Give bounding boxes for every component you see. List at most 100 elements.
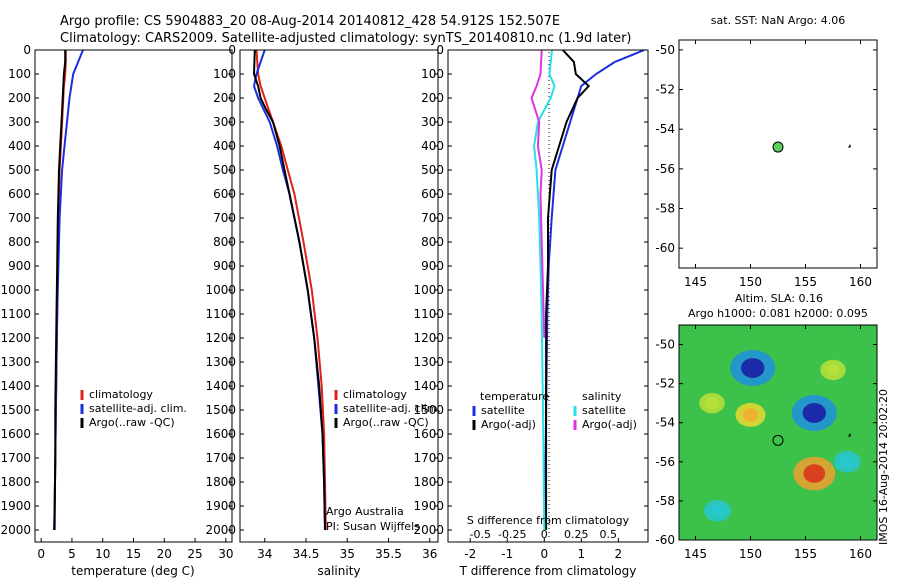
depth-tick-label: 900 [213,259,236,273]
depth-tick-label: 700 [421,211,444,225]
depth-tick-label: 400 [213,139,236,153]
lat-tick-label: -52 [655,83,675,97]
lon-tick-label: 150 [739,275,762,289]
s-tick-label: 0 [541,528,548,541]
depth-tick-label: 700 [213,211,236,225]
series-line-temperature-argo-adj- [545,50,591,530]
depth-tick-label: 1400 [0,379,31,393]
depth-tick-label: 1000 [413,283,444,297]
legend-temperature-title: temperature [480,390,549,403]
lon-tick-label: 160 [849,547,872,561]
lat-tick-label: -58 [655,202,675,216]
depth-tick-label: 800 [421,235,444,249]
s-tick-label: -0.25 [498,528,526,541]
depth-tick-label: 1100 [0,307,31,321]
s-tick-label: 0.5 [600,528,618,541]
t-difference-label: T difference from climatology [459,564,637,578]
depth-tick-label: 500 [213,163,236,177]
depth-tick-label: 1000 [0,283,31,297]
x-tick-label: 5 [68,547,76,561]
depth-tick-label: 0 [23,43,31,57]
lon-tick-label: 145 [684,547,707,561]
salinity-annotation-2: PI: Susan Wijffels [326,520,420,533]
x-tick-label: 36 [422,547,437,561]
salinity-annotation-1: Argo Australia [326,505,404,518]
depth-tick-label: 1300 [0,355,31,369]
s-tick-label: -0.5 [470,528,491,541]
legend-label: climatology [89,388,153,401]
altimetry-title-1: Altim. SLA: 0.16 [735,292,823,305]
x-tick-label: 35 [340,547,355,561]
sla-anomaly-core [840,455,855,468]
sst-map-frame [678,39,878,269]
depth-tick-label: 600 [421,187,444,201]
depth-tick-label: 900 [421,259,444,273]
depth-tick-label: 1600 [413,427,444,441]
heatmap-frame [678,324,878,541]
depth-tick-label: 1800 [205,475,236,489]
legend-label: Argo(..raw -QC) [89,416,175,429]
salinity-panel: 0 100 200 300 400 500 600 700 800 900 1000 1100 1200… [205,43,440,578]
lat-tick-label: -52 [655,377,675,391]
temperature-xlabel: temperature (deg C) [71,564,194,578]
depth-tick-label: 300 [421,115,444,129]
x-tick-label: -2 [464,547,476,561]
header-line-2: Climatology: CARS2009. Satellite-adjuste… [60,31,632,46]
depth-tick-label: 1000 [205,283,236,297]
series-line-temperature-satellite [544,50,645,531]
lat-tick-label: -56 [655,455,675,469]
depth-tick-label: 1700 [413,451,444,465]
depth-tick-label: 600 [213,187,236,201]
sst-map-title: sat. SST: NaN Argo: 4.06 [711,14,845,27]
sla-anomaly-core [803,464,826,483]
lat-tick-label: -58 [655,494,675,508]
series-line-argo-raw-qc- [252,50,326,531]
sla-anomaly-core [710,504,725,517]
series-line-satellite-adj-clim- [53,50,84,530]
heatmap-coastline [848,433,851,437]
lon-tick-label: 150 [739,547,762,561]
depth-tick-label: 1600 [205,427,236,441]
x-tick-label: 34.5 [293,547,320,561]
legend-label: Argo(..raw -QC) [343,416,429,429]
salinity-frame [239,49,439,543]
depth-tick-label: 1900 [205,499,236,513]
lat-tick-label: -60 [655,241,675,255]
lat-tick-label: -60 [655,533,675,547]
lat-tick-label: -56 [655,162,675,176]
series-line-climatology [255,50,327,531]
x-tick-label: -1 [501,547,513,561]
x-tick-label: 15 [126,547,141,561]
x-tick-label: 20 [157,547,172,561]
sst-map-coastline [848,144,851,148]
difference-frame [447,49,649,543]
series-line-argo-raw-qc- [53,50,67,531]
legend-label: Argo(-adj) [582,418,637,431]
depth-tick-label: 1200 [0,331,31,345]
legend-label: satellite [481,404,525,417]
imos-side-label: IMOS 16-Aug-2014 20:02:20 [877,389,890,545]
legend-label: climatology [343,388,407,401]
x-tick-label: 34 [257,547,272,561]
series-line-salinity-satellite [533,50,556,531]
temperature-frame [34,49,233,543]
depth-tick-label: 1800 [413,475,444,489]
lon-tick-label: 155 [794,275,817,289]
sla-anomaly-core [802,403,826,423]
depth-tick-label: 200 [213,91,236,105]
depth-tick-label: 1400 [205,379,236,393]
depth-tick-label: 1700 [0,451,31,465]
depth-tick-label: 200 [421,91,444,105]
x-tick-label: 10 [95,547,110,561]
x-tick-label: 30 [218,547,233,561]
altimetry-panel: Altim. SLA: 0.16 Argo h1000: 0.081 h2000… [655,292,878,561]
depth-tick-label: 900 [8,259,31,273]
depth-tick-label: 1300 [413,355,444,369]
s-tick-label: 0.25 [564,528,589,541]
s-difference-label: S difference from climatology [467,514,630,527]
depth-tick-label: 1900 [413,499,444,513]
legend-label: satellite-adj. clim. [343,402,441,415]
depth-tick-label: 1700 [205,451,236,465]
x-tick-label: 0 [540,547,548,561]
header-line-1: Argo profile: CS 5904883_20 08-Aug-2014 … [60,14,560,29]
